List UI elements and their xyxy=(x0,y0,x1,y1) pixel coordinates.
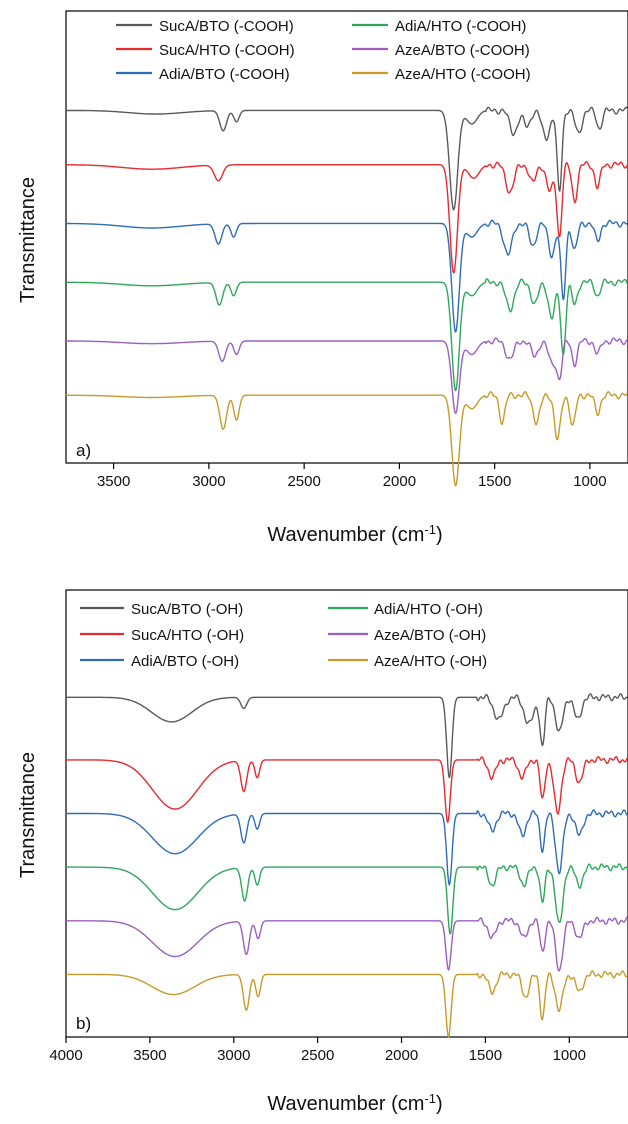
legend-item: SucA/HTO (-OH) xyxy=(80,627,244,644)
panel-b-label: b) xyxy=(76,1014,91,1033)
panel-a-ylabel: Transmittance xyxy=(17,177,39,303)
panel-a-xticks xyxy=(113,463,591,469)
xtick-label: 3500 xyxy=(97,473,130,490)
xtick-label: 3000 xyxy=(192,473,225,490)
panel-b-xtick-labels: 4000 3500 3000 2500 2000 1500 1000 xyxy=(49,1047,586,1064)
legend-item: AdiA/BTO (-COOH) xyxy=(116,66,290,83)
series-line xyxy=(66,106,628,211)
xtick-label: 1500 xyxy=(469,1047,502,1064)
xtick-label: 2000 xyxy=(385,1047,418,1064)
series-line xyxy=(66,219,628,333)
series-line xyxy=(65,160,628,274)
panel-a-plot-area xyxy=(65,106,628,487)
legend-item: SucA/BTO (-COOH) xyxy=(116,18,294,35)
panel-b-ylabel: Transmittance xyxy=(17,752,39,878)
legend-label: SucA/BTO (-COOH) xyxy=(159,18,294,35)
panel-a-xlabel: Wavenumber (cm-1) xyxy=(267,522,442,547)
xtick-label: 3000 xyxy=(217,1047,250,1064)
legend-item: AzeA/BTO (-COOH) xyxy=(352,42,530,59)
legend-item: SucA/HTO (-COOH) xyxy=(116,42,295,59)
legend-label: SucA/HTO (-COOH) xyxy=(159,42,295,59)
series-line xyxy=(65,863,628,935)
series-line xyxy=(65,916,628,972)
legend-label: SucA/HTO (-OH) xyxy=(131,627,244,644)
legend-item: AzeA/HTO (-OH) xyxy=(328,653,487,670)
panel-a-frame xyxy=(65,10,628,464)
legend-item: AdiA/HTO (-COOH) xyxy=(352,18,526,35)
xtick-label: 2500 xyxy=(301,1047,334,1064)
series-line xyxy=(65,693,628,779)
panel-b-xticks xyxy=(65,1037,570,1043)
series-line xyxy=(66,391,628,487)
panel-a-legend: SucA/BTO (-COOH) SucA/HTO (-COOH) AdiA/B… xyxy=(116,18,531,83)
panel-b: Transmittance Wavenumber (cm-1) b) SucA/… xyxy=(17,589,628,1116)
series-line xyxy=(66,337,628,414)
panel-a-label: a) xyxy=(76,441,91,460)
panel-b-legend: SucA/BTO (-OH) SucA/HTO (-OH) AdiA/BTO (… xyxy=(80,601,487,670)
legend-item: AdiA/BTO (-OH) xyxy=(80,653,239,670)
legend-label: AdiA/BTO (-COOH) xyxy=(159,66,290,83)
legend-item: AzeA/BTO (-OH) xyxy=(328,627,486,644)
legend-label: AdiA/BTO (-OH) xyxy=(131,653,239,670)
xtick-label: 1500 xyxy=(478,473,511,490)
legend-item: AzeA/HTO (-COOH) xyxy=(352,66,531,83)
legend-label: AzeA/HTO (-OH) xyxy=(374,653,487,670)
xtick-label: 3500 xyxy=(133,1047,166,1064)
xtick-label: 1000 xyxy=(553,1047,586,1064)
legend-label: AzeA/HTO (-COOH) xyxy=(395,66,531,83)
series-line xyxy=(65,970,628,1038)
xtick-label: 1000 xyxy=(573,473,606,490)
series-line xyxy=(66,278,628,392)
legend-item: AdiA/HTO (-OH) xyxy=(328,601,483,618)
panel-a: Transmittance Wavenumber (cm-1) a) SucA/… xyxy=(17,10,628,547)
xtick-label: 2500 xyxy=(287,473,320,490)
legend-label: AdiA/HTO (-COOH) xyxy=(395,18,526,35)
series-line xyxy=(65,755,628,823)
xtick-label: 2000 xyxy=(383,473,416,490)
legend-label: AzeA/BTO (-COOH) xyxy=(395,42,530,59)
panel-a-xtick-labels: 3500 3000 2500 2000 1500 1000 xyxy=(97,473,607,490)
legend-label: SucA/BTO (-OH) xyxy=(131,601,243,618)
series-line xyxy=(65,809,628,886)
panel-b-xlabel: Wavenumber (cm-1) xyxy=(267,1091,442,1116)
legend-item: SucA/BTO (-OH) xyxy=(80,601,243,618)
panel-b-plot-area xyxy=(65,693,628,1038)
legend-label: AzeA/BTO (-OH) xyxy=(374,627,486,644)
xtick-label: 4000 xyxy=(49,1047,82,1064)
legend-label: AdiA/HTO (-OH) xyxy=(374,601,483,618)
